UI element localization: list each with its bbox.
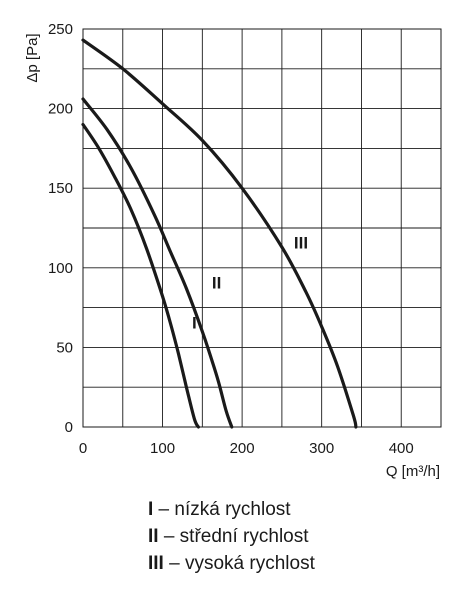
x-tick-label: 400 [389,440,414,457]
legend-text: – střední rychlost [158,526,309,547]
legend-text: – nízká rychlost [153,499,291,520]
legend-key: III [148,553,164,574]
legend: I – nízká rychlost II – střední rychlost… [148,496,315,577]
tick-labels: 0 50 100 150 200 250 0 100 200 300 400 [48,21,414,457]
y-axis-label: Δp [Pa] [24,33,41,82]
series-curve-I [81,122,200,429]
legend-text: – vysoká rychlost [163,553,315,574]
legend-key: I [148,499,154,520]
series-curve-III [81,38,358,429]
y-tick-label: 150 [48,180,73,197]
x-tick-label: 100 [150,440,175,457]
y-tick-label: 50 [56,339,73,356]
plot-frame [82,28,442,428]
series-label-II: II [212,273,221,292]
x-tick-label: 300 [309,440,334,457]
grid [82,28,442,428]
series-label-III: III [294,234,308,253]
legend-item-III: III – vysoká rychlost [148,550,315,577]
legend-key: II [148,526,159,547]
x-tick-label: 200 [230,440,255,457]
legend-item-II: II – střední rychlost [148,523,315,550]
x-tick-label: 0 [79,440,87,457]
series-curve-II [81,97,234,429]
y-tick-label: 200 [48,101,73,118]
series-label-I: I [192,313,197,332]
legend-item-I: I – nízká rychlost [148,496,315,523]
y-tick-label: 0 [65,419,73,436]
y-tick-label: 100 [48,260,73,277]
y-tick-label: 250 [48,21,73,38]
x-axis-label: Q [m³/h] [386,463,440,480]
curves [81,38,358,429]
